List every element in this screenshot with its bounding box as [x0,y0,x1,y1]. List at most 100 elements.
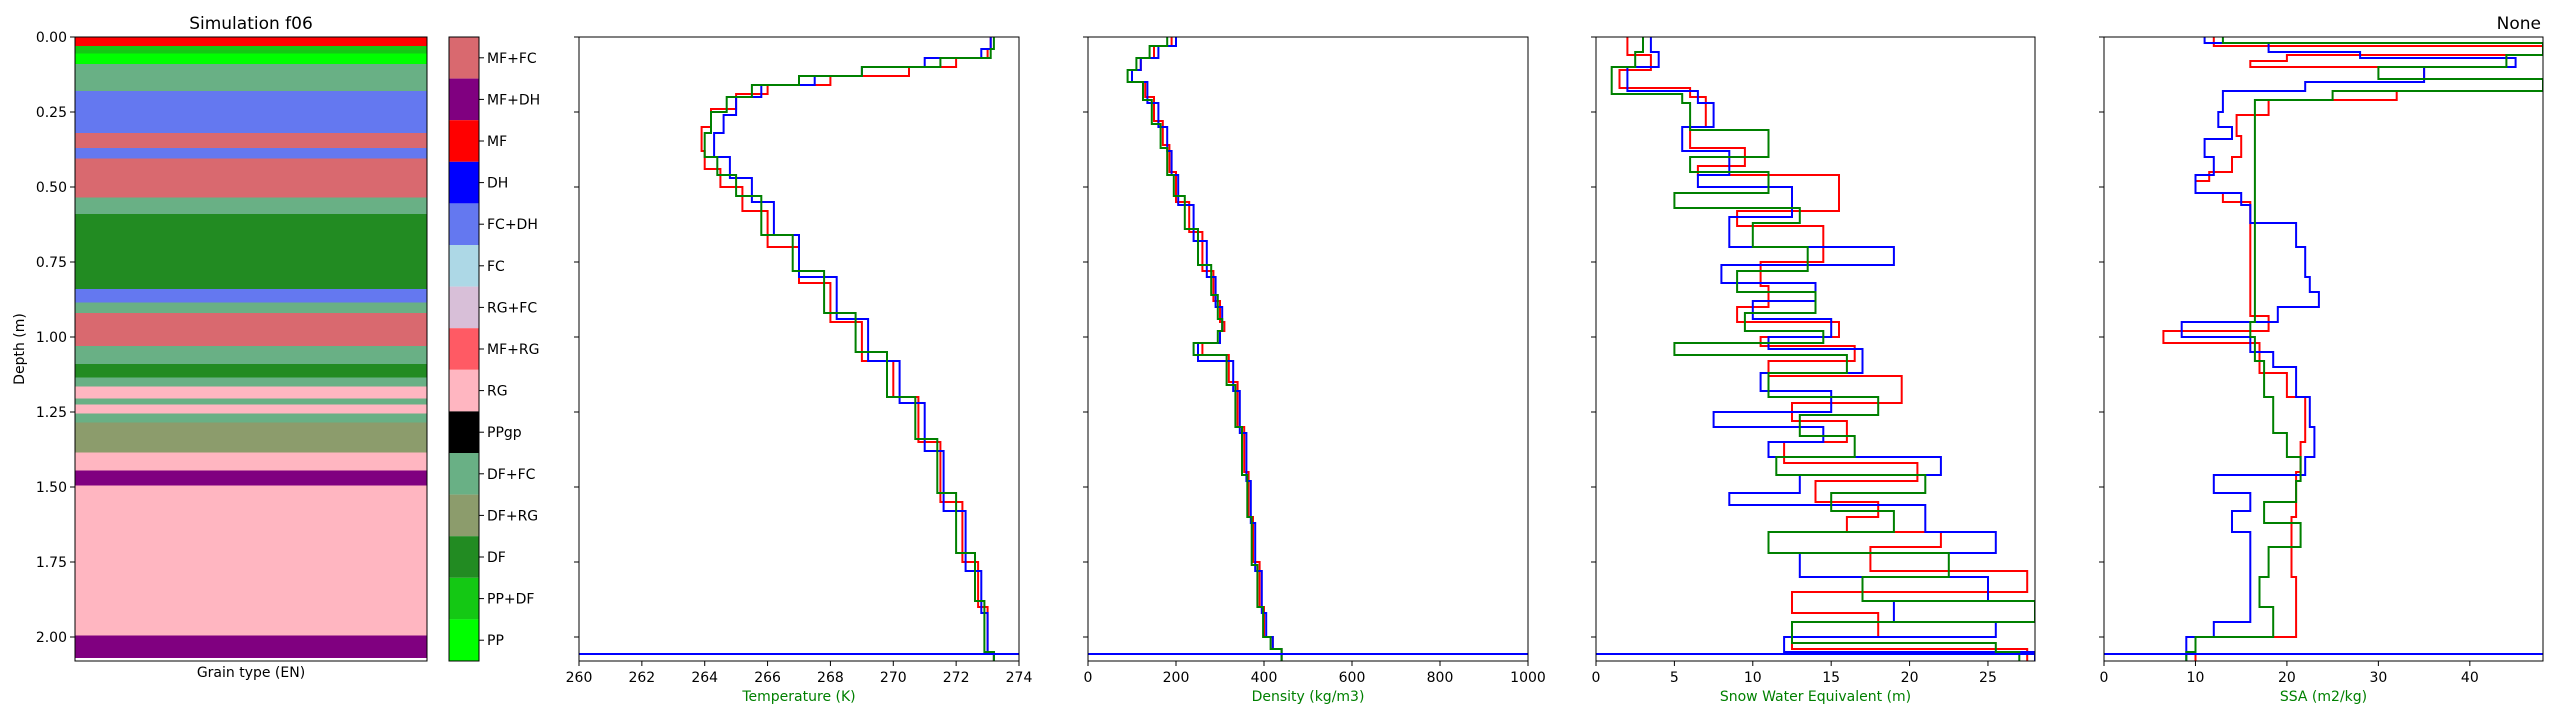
grain-layer-5 [75,133,427,148]
legend-swatch-mf-fc [449,37,479,79]
x-tick-label: 30 [2369,670,2387,686]
legend-swatch-mf [449,120,479,162]
legend-swatch-rg-fc [449,286,479,329]
grain-layer-12 [75,313,427,346]
grain-layer-18 [75,404,427,414]
grain-layer-10 [75,289,427,303]
swe-series-green [1610,37,2035,661]
legend-label: FC [487,259,505,275]
y-tick-label: 1.75 [36,555,67,571]
grain-layer-21 [75,452,427,471]
x-tick-label: 600 [1339,670,1366,686]
legend-label: MF+RG [487,342,539,358]
temperature-series-green [703,37,995,661]
grain-layer-9 [75,214,427,289]
swe-series-blue [1626,37,2035,661]
x-tick-label: 40 [2461,670,2479,686]
y-tick-label: 0.00 [36,30,67,46]
grain-layer-23 [75,485,427,636]
x-tick-label: 10 [2187,670,2205,686]
x-tick-label: 270 [880,670,907,686]
y-tick-label: 1.00 [36,330,67,346]
legend-swatch-fc-dh [449,203,479,245]
x-tick-label: 1000 [1510,670,1546,686]
legend-swatch-df [449,536,479,578]
temperature-series-blue [713,37,995,661]
plot-frame [74,36,428,662]
temperature-series-group [579,37,1019,661]
x-tick-label: 266 [754,670,781,686]
x-tick-label: 264 [691,670,718,686]
legend-label: DF [487,550,506,566]
legend-swatch-pp-df [449,577,479,620]
x-tick-label: 262 [628,670,655,686]
y-axis-label: Depth (m) [12,313,28,385]
legend-swatch-mf-dh [449,78,479,121]
x-axis-label: Temperature (K) [741,689,855,705]
x-tick-label: 0 [1592,670,1601,686]
legend-swatch-df-rg [449,494,479,537]
grain-layer-4 [75,91,427,133]
ssa-series-group [2104,37,2543,661]
legend-label: PP [487,633,504,649]
density-series-group [1088,37,1528,661]
grain-layer-24 [75,635,427,658]
x-tick-label: 800 [1427,670,1454,686]
grain-layer-22 [75,470,427,486]
legend-label: MF+DH [487,92,540,108]
x-axis-label: Grain type (EN) [197,665,305,681]
density-series-blue [1131,37,1283,661]
density-series-red [1131,37,1283,661]
legend-label: RG+FC [487,300,537,316]
x-tick-label: 25 [1979,670,1997,686]
ssa-series-blue [2180,37,2517,661]
legend-swatch-pp [449,619,479,661]
legend-label: MF [487,134,507,150]
grain-layer-17 [75,398,427,405]
x-tick-label: 272 [943,670,970,686]
swe-series-group [1596,37,2035,661]
legend-label: PP+DF [487,592,534,608]
legend-label: RG [487,384,508,400]
plot-frame [1595,36,2036,662]
swe-panel: 0 5 10 15 20 25 Snow Water Equivalent (m) [1591,36,2036,705]
x-axis-label: SSA (m2/kg) [2280,689,2367,705]
x-tick-label: 15 [1822,670,1840,686]
legend-swatch-df-fc [449,453,479,495]
legend-swatch-rg [449,369,479,412]
temperature-panel: 260 262 264 266 268 270 272 274 Temperature (K) [566,36,1033,705]
legend-label: MF+FC [487,51,537,67]
legend-label: PPgp [487,425,522,441]
legend-swatch-fc [449,245,479,287]
x-tick-label: 274 [1006,670,1033,686]
grain-layer-14 [75,364,427,378]
legend-swatch-dh [449,161,479,204]
temperature-series-red [700,37,995,661]
grain-layer-3 [75,64,427,91]
x-tick-label: 0 [1084,670,1093,686]
ssa-panel: 0 10 20 30 40 SSA (m2/kg) [2099,36,2544,705]
y-tick-label: 1.50 [36,480,67,496]
x-tick-label: 200 [1163,670,1190,686]
grain-layer-13 [75,346,427,364]
ssa-series-green [2185,37,2543,661]
legend-swatch-mf-rg [449,328,479,370]
grain-layer-19 [75,413,427,423]
y-tick-label: 2.00 [36,630,67,646]
y-tick-label: 0.75 [36,255,67,271]
grain-type-legend: MF+FC MF+DH MF DH FC+DH FC RG+FC MF+RG RG PPgp DF+… [448,36,540,662]
legend-swatch-ppgp [449,411,479,453]
x-tick-label: 260 [566,670,593,686]
x-tick-label: 20 [2278,670,2296,686]
legend-frame [448,36,480,662]
figure-title-right: None [2497,14,2541,34]
y-tick-label: 0.25 [36,105,67,121]
grain-layer-2 [75,53,427,64]
x-tick-label: 268 [817,670,844,686]
legend-label: DH [487,176,508,192]
x-axis-label: Density (kg/m3) [1252,689,1365,705]
x-axis-label: Snow Water Equivalent (m) [1720,689,1911,705]
y-tick-label: 1.25 [36,405,67,421]
legend-label: DF+FC [487,467,536,483]
